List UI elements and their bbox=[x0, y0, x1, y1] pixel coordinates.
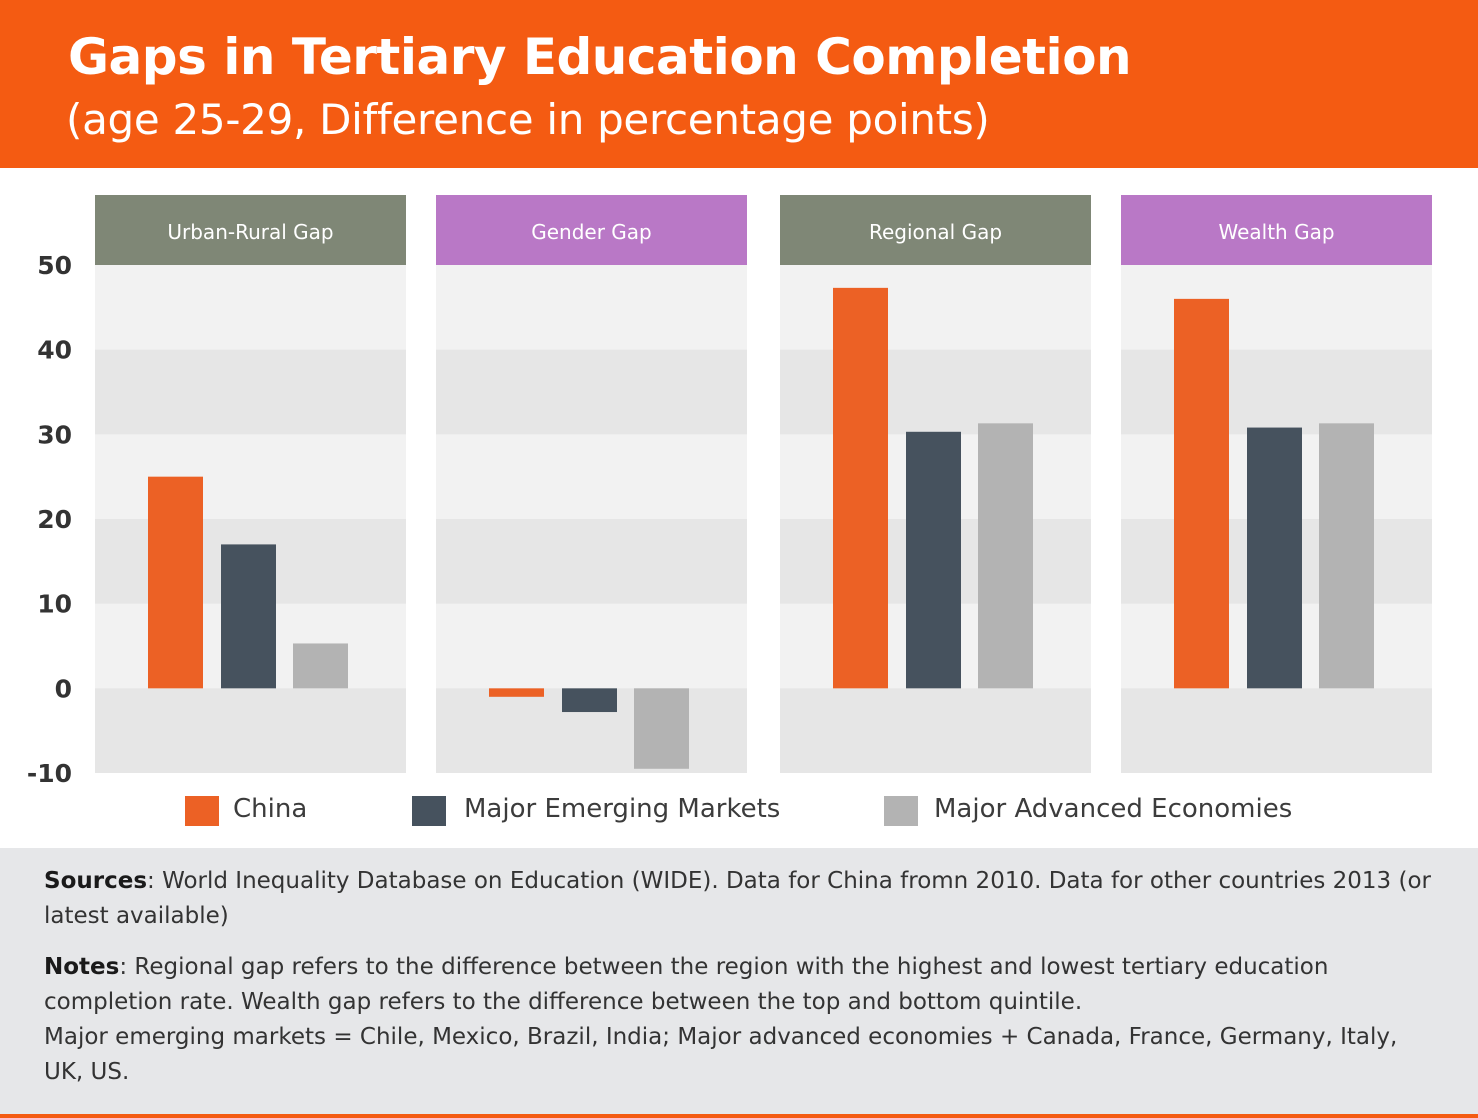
legend-label-china: China bbox=[233, 794, 308, 824]
bar bbox=[634, 688, 689, 769]
legend-swatch-advanced bbox=[884, 796, 918, 826]
panel-header bbox=[436, 195, 747, 265]
sources-paragraph: Sources: World Inequality Database on Ed… bbox=[44, 864, 1438, 934]
bar bbox=[833, 287, 888, 689]
chart-area: Urban-Rural Gap Gender Gap Regional Gap Wea… bbox=[0, 168, 1478, 848]
panel-header bbox=[780, 195, 1091, 265]
y-tick-label: -10 bbox=[27, 759, 72, 788]
grid-band bbox=[780, 349, 1091, 435]
y-tick-label: 50 bbox=[37, 251, 72, 280]
grid-band bbox=[780, 688, 1091, 773]
grid-band bbox=[1121, 688, 1432, 773]
grid-band bbox=[436, 349, 747, 435]
bar bbox=[1247, 427, 1302, 689]
panel-header-label: Wealth Gap bbox=[1218, 220, 1334, 244]
legend-label-emerging: Major Emerging Markets bbox=[464, 794, 781, 824]
chart-header: Gaps in Tertiary Education Completion (a… bbox=[0, 0, 1478, 168]
panel-header-label: Gender Gap bbox=[531, 220, 652, 244]
panel-header-label: Urban-Rural Gap bbox=[167, 220, 333, 244]
y-tick-label: 0 bbox=[55, 674, 72, 703]
bar bbox=[221, 544, 276, 689]
bar bbox=[1174, 298, 1229, 689]
notes-paragraph-2: Major emerging markets = Chile, Mexico, … bbox=[44, 1020, 1438, 1090]
bar bbox=[293, 643, 348, 689]
notes-label: Notes bbox=[44, 954, 120, 980]
footer-notes: Sources: World Inequality Database on Ed… bbox=[0, 848, 1478, 1114]
bar bbox=[489, 688, 544, 697]
legend-swatch-china bbox=[185, 796, 219, 826]
panel-header bbox=[1121, 195, 1432, 265]
y-tick-label: 40 bbox=[37, 336, 72, 365]
bar bbox=[1319, 423, 1374, 689]
legend: China Major Emerging Markets Major Advan… bbox=[0, 790, 1478, 834]
bottom-accent-line bbox=[0, 1114, 1478, 1118]
grid-band bbox=[95, 688, 406, 773]
grid-band bbox=[95, 349, 406, 435]
sources-label: Sources bbox=[44, 868, 148, 894]
bar bbox=[906, 431, 961, 689]
legend-label-advanced: Major Advanced Economies bbox=[934, 794, 1293, 824]
y-tick-label: 20 bbox=[37, 505, 72, 534]
sources-text: : World Inequality Database on Education… bbox=[44, 868, 1431, 929]
bar bbox=[148, 476, 203, 689]
grid-band bbox=[436, 519, 747, 604]
panel-header-label: Regional Gap bbox=[869, 220, 1002, 244]
bar bbox=[978, 423, 1033, 689]
chart-title: Gaps in Tertiary Education Completion bbox=[68, 28, 1132, 86]
legend-swatch-emerging bbox=[412, 796, 446, 826]
bar-chart: Urban-Rural Gap Gender Gap Regional Gap Wea… bbox=[27, 195, 1432, 788]
y-tick-label: 10 bbox=[37, 590, 72, 619]
chart-subtitle: (age 25-29, Difference in percentage poi… bbox=[66, 95, 990, 144]
notes-paragraph: Notes: Regional gap refers to the differ… bbox=[44, 950, 1438, 1020]
notes-text: : Regional gap refers to the difference … bbox=[44, 954, 1329, 1015]
panel-header bbox=[95, 195, 406, 265]
notes-text-2: Major emerging markets = Chile, Mexico, … bbox=[44, 1024, 1398, 1085]
bar bbox=[562, 688, 617, 713]
y-tick-label: 30 bbox=[37, 420, 72, 449]
grid-band bbox=[1121, 349, 1432, 435]
